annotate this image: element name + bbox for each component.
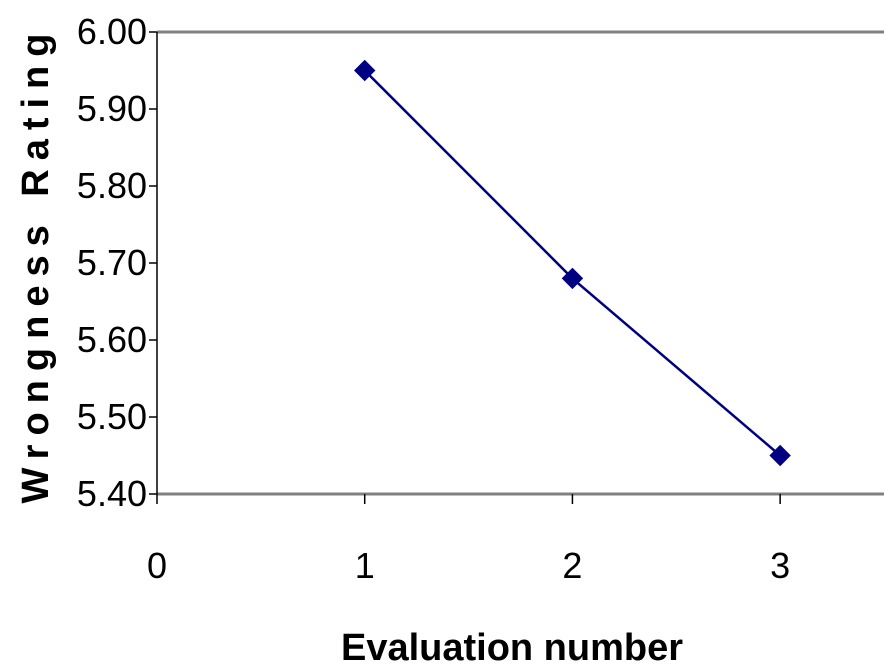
y-tick-label: 5.40 [77,473,147,514]
x-tick-label: 0 [147,545,167,586]
series-line [363,69,781,457]
x-tick-label: 2 [562,545,582,586]
y-tick-label: 6.00 [77,11,147,52]
y-tick-label: 5.90 [77,88,147,129]
x-axis-title: Evaluation number [341,627,683,666]
y-tick-label: 5.50 [77,396,147,437]
x-tick-label: 1 [355,545,375,586]
y-tick-label: 5.70 [77,242,147,283]
y-tick-label: 5.60 [77,319,147,360]
y-tick-label: 5.80 [77,165,147,206]
x-tick-label: 3 [770,545,790,586]
data-point-marker [561,267,584,290]
data-point-marker [354,59,376,82]
data-point-marker [769,444,791,467]
y-axis-title: Wrongness Rating [15,25,57,504]
